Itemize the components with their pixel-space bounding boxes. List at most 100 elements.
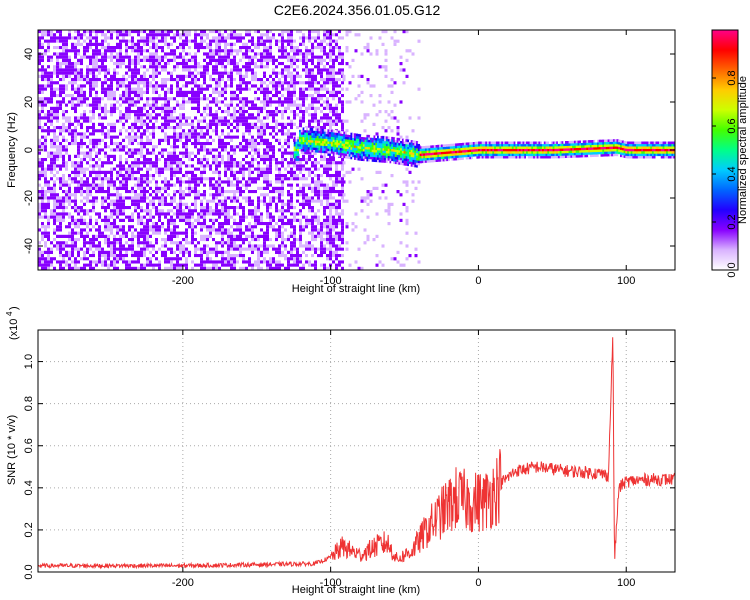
heat-cell [143,177,146,181]
heat-cell [221,33,224,37]
heat-cell [155,94,158,98]
heat-cell [221,119,224,123]
heat-cell [215,154,218,158]
heat-cell [92,183,95,187]
heat-cell [71,193,74,197]
heat-cell [131,260,134,264]
heat-cell [218,222,221,226]
heat-cell [173,218,176,222]
heat-cell [185,161,188,165]
heat-cell [221,206,224,210]
heat-cell [209,81,212,85]
heat-cell [86,231,89,235]
heat-cell [203,183,206,187]
heat-cell [86,46,89,50]
heat-cell [155,193,158,197]
heat-cell [161,110,164,114]
heat-cell [149,154,152,158]
heat-cell [164,90,167,94]
heat-cell [110,164,113,168]
heat-cell [182,52,185,56]
heat-cell [143,113,146,117]
heat-cell [161,257,164,261]
heat-cell [197,87,200,91]
heat-cell [194,55,197,59]
heat-cell [110,142,113,146]
heat-cell [38,164,41,168]
heat-cell [125,183,128,187]
heat-cell [77,257,80,261]
heat-cell [212,65,215,69]
heat-cell [140,254,143,258]
heat-cell [218,71,221,75]
heat-cell [200,170,203,174]
heat-cell [218,74,221,78]
heat-cell [182,215,185,219]
heat-cell [77,110,80,114]
heat-cell [80,154,83,158]
heat-cell [191,116,194,120]
heat-cell [176,228,179,232]
heat-cell [101,266,104,270]
heat-cell [140,215,143,219]
heat-cell [170,135,173,139]
heat-cell [203,135,206,139]
heat-cell [80,36,83,40]
heat-cell [131,202,134,206]
heat-cell [203,154,206,158]
heat-cell [116,113,119,117]
heat-cell [140,119,143,123]
heat-cell [182,78,185,82]
heat-cell [203,46,206,50]
heat-cell [179,164,182,168]
heat-cell [116,215,119,219]
heat-cell [227,234,230,238]
heat-cell [215,215,218,219]
heat-cell [203,202,206,206]
heat-cell [92,260,95,264]
heat-cell [80,84,83,88]
heat-cell [209,119,212,123]
heat-cell [164,68,167,72]
heat-cell [233,135,236,139]
heat-cell [149,167,152,171]
heat-cell [95,151,98,155]
heat-cell [188,97,191,101]
heat-cell [155,238,158,242]
heat-cell [119,206,122,210]
heat-cell [164,103,167,107]
heat-cell [173,154,176,158]
heat-cell [125,190,128,194]
heat-cell [56,71,59,75]
heat-cell [215,103,218,107]
heat-cell [137,74,140,78]
heat-cell [122,110,125,114]
heat-cell [80,116,83,120]
heat-cell [77,196,80,200]
heat-cell [38,94,41,98]
heat-cell [146,81,149,85]
heat-cell [224,196,227,200]
heat-cell [218,90,221,94]
heat-cell [197,30,200,34]
heat-cell [152,49,155,53]
heat-cell [128,266,131,270]
heat-cell [107,177,110,181]
heat-cell [203,247,206,251]
heat-cell [179,228,182,232]
heat-cell [137,33,140,37]
heat-cell [167,263,170,267]
heat-cell [164,151,167,155]
heat-cell [47,65,50,69]
heat-cell [68,202,71,206]
heat-cell [101,260,104,264]
heat-cell [62,218,65,222]
heat-cell [128,142,131,146]
heat-cell [161,49,164,53]
heat-cell [38,257,41,261]
heat-cell [131,167,134,171]
heat-cell [74,193,77,197]
heat-cell [104,78,107,82]
heat-cell [149,206,152,210]
heat-cell [158,177,161,181]
